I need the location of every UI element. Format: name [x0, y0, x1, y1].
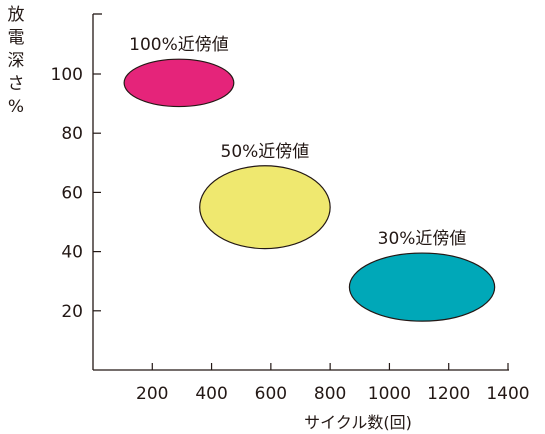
y-tick-label: 40 [61, 243, 83, 263]
y-tick-label: 100 [51, 65, 83, 85]
y-tick-label: 20 [61, 302, 83, 322]
x-tick-label: 1000 [368, 384, 411, 404]
x-tick-label: 800 [314, 384, 346, 404]
x-tick-label: 600 [255, 384, 287, 404]
region-label: 100%近傍値 [129, 35, 229, 55]
y-axis-label-char: 電 [7, 28, 25, 48]
y-axis-label: 放電深さ% [6, 4, 26, 119]
x-tick-label: 200 [136, 384, 168, 404]
region-label: 50%近傍値 [221, 142, 310, 162]
y-tick-label: 80 [61, 124, 83, 144]
region-ellipse [123, 58, 235, 108]
y-axis-label-char: 放 [7, 5, 25, 25]
region-ellipse [199, 165, 331, 250]
x-tick-label: 1200 [427, 384, 470, 404]
region-label: 30%近傍値 [378, 229, 467, 249]
x-axis-title: サイクル数(回) [304, 413, 412, 432]
y-axis-label-char: % [7, 97, 25, 117]
y-axis-label-char: 深 [7, 51, 25, 71]
region-ellipse [348, 252, 496, 322]
x-tick-label: 1400 [486, 384, 529, 404]
y-tick-label: 60 [61, 183, 83, 203]
x-tick-label: 400 [195, 384, 227, 404]
y-axis-label-char: さ [7, 74, 25, 94]
